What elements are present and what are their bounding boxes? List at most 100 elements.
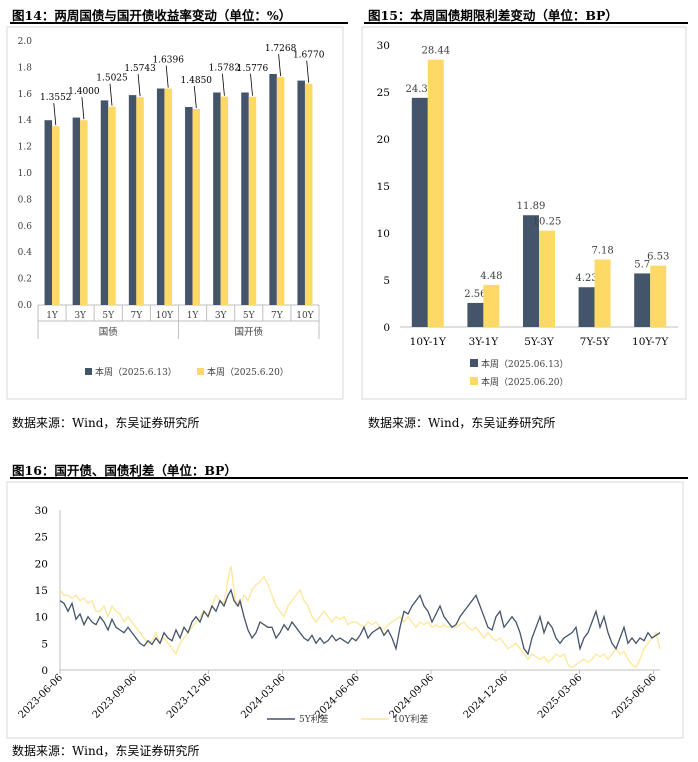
data-label-leader [306,60,310,83]
y-tick-label: 1.6 [18,90,33,100]
bar-curr [80,120,88,305]
fig15-chart: 0 5 10 15 20 25 30 24.38 28.44 10Y-1Y 2.56 4.48 3Y-1… [361,26,687,400]
legend-swatch [85,368,92,375]
data-label: 1.5743 [124,64,156,74]
data-label-leader [250,73,253,96]
data-label-leader [222,73,225,96]
x-tick-label: 1Y [46,311,59,321]
data-label-leader [81,97,85,120]
fig15-source: 数据来源：Wind，东吴证券研究所 [368,416,556,430]
y-tick-label: 30 [377,40,390,52]
bar-curr [483,284,500,327]
data-label-leader [278,54,281,77]
y-tick-label: 5 [383,275,390,287]
data-label-leader [137,74,141,97]
bar-curr [650,265,667,327]
x-tick-label: 2025-03-06 [536,672,585,721]
legend-label: 本周（2025.6.13） [95,366,177,378]
y-tick-label: 5 [41,638,48,650]
data-label: 1.5782 [209,64,241,74]
bar-curr [108,106,116,305]
x-tick-label: 7Y [131,311,144,321]
bar-prev [297,80,305,305]
x-tick-label: 1Y [187,311,200,321]
y-tick-label: 10 [35,612,48,624]
data-label: 2.56 [464,289,486,300]
y-tick-label: 20 [377,134,390,146]
fig14-title: 图14：两周国债与国开债收益率变动（单位：%） [12,8,292,23]
group-label: 国债 [99,326,119,338]
x-tick-label: 10Y [156,311,174,321]
x-tick-label: 2023-12-06 [165,672,214,721]
fig15-title-rule [364,22,688,24]
bar-curr [220,96,229,305]
bar-prev [467,302,484,327]
bar-prev [523,215,539,327]
fig14-source: 数据来源：Wind，东吴证券研究所 [12,416,200,430]
data-label: 4.48 [480,271,502,282]
y-tick-label: 0.0 [18,301,33,311]
y-tick-label: 20 [35,558,48,570]
legend-label: 本周（2025.6.20） [207,366,289,378]
data-label: 6.53 [647,252,669,263]
x-tick-label: 7Y-5Y [580,336,611,348]
x-tick-label: 2025-06-06 [610,672,659,721]
bar-curr [594,259,611,327]
x-tick-label: 3Y [215,311,228,321]
data-label-leader [53,103,57,126]
y-tick-label: 15 [35,585,48,597]
data-label: 5.7 [634,259,650,270]
y-tick-label: 1.4 [18,116,33,126]
data-label: 4.23 [575,273,597,284]
bar-curr [164,88,172,305]
data-label: 1.5776 [237,64,269,74]
legend-swatch [470,377,478,385]
bar-curr [539,230,555,327]
bar-curr [248,96,257,305]
y-tick-label: 0 [41,665,48,677]
legend-label: 本周（2025.06.13） [481,358,569,370]
x-tick-label: 5Y [102,311,115,321]
legend-label: 10Y利差 [393,713,428,725]
y-tick-label: 25 [377,87,390,99]
x-tick-label: 5Y [243,311,256,321]
x-tick-label: 10Y-1Y [410,336,447,348]
y-tick-label: 15 [377,181,390,193]
data-label: 1.3552 [40,93,72,103]
y-tick-label: 1.8 [18,63,33,73]
fig16-source: 数据来源：Wind，东吴证券研究所 [12,744,200,758]
data-label: 11.89 [517,201,546,212]
fig16-frame [6,481,684,739]
x-tick-label: 3Y-1Y [469,336,500,348]
y-tick-label: 10 [377,228,390,240]
x-tick-label: 2024-03-06 [239,672,288,721]
bar-curr [136,97,144,305]
fig14-title-rule [10,22,348,24]
data-label: 1.4000 [68,87,100,97]
x-tick-label: 2024-06-06 [313,672,362,721]
y-tick-label: 1.2 [18,143,32,153]
legend-label: 本周（2025.06.20） [481,376,569,388]
data-label: 7.18 [591,246,613,257]
y-tick-label: 30 [35,505,48,517]
data-label: 1.7268 [265,44,297,54]
bar-prev [128,95,137,306]
y-tick-label: 0.2 [18,275,32,285]
bar-prev [411,97,428,327]
y-tick-label: 25 [35,532,48,544]
x-tick-label: 2024-09-06 [388,672,437,721]
data-label: 10.25 [533,217,562,228]
bar-prev [44,120,53,305]
bar-prev [100,100,109,306]
bar-curr [52,126,60,305]
data-label: 1.5025 [96,74,128,84]
bar-prev [72,117,81,305]
fig14-frame [6,26,344,400]
legend-swatch [197,368,204,375]
bar-curr [427,59,444,327]
bar-prev [185,107,193,305]
bar-prev [156,88,165,305]
data-label-leader [193,85,197,109]
y-tick-label: 0.4 [18,248,33,258]
fig16-chart: 0 5 10 15 20 25 30 2023-06-06 2023-09-06 2023-12-… [6,481,684,739]
